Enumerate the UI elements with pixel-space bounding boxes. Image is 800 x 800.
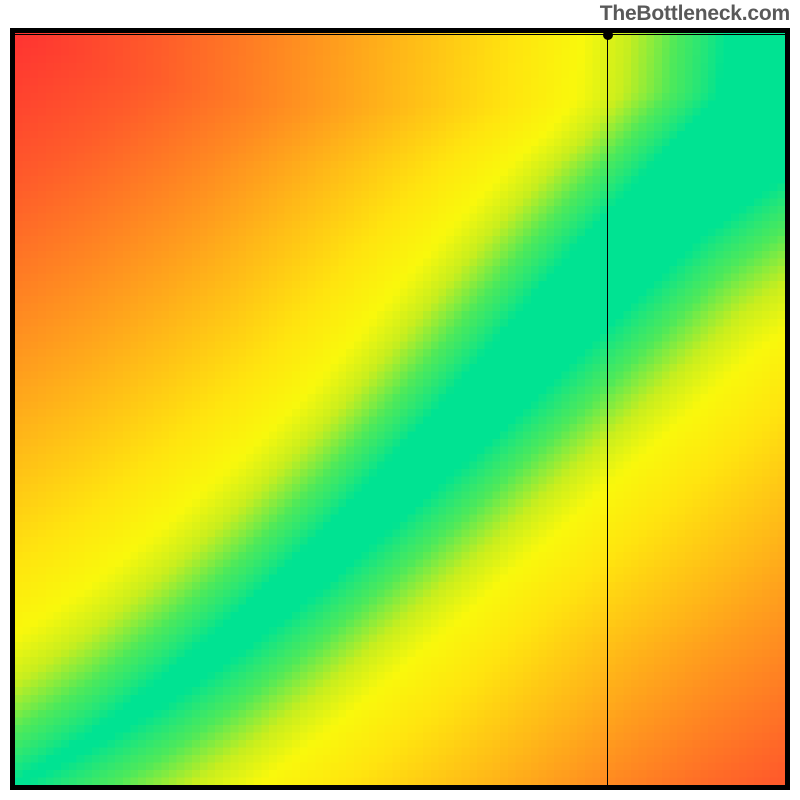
bottleneck-heatmap xyxy=(15,33,785,785)
watermark-text: TheBottleneck.com xyxy=(600,2,790,26)
crosshair-horizontal xyxy=(15,34,785,35)
selection-marker-dot xyxy=(603,30,613,40)
crosshair-vertical xyxy=(607,33,608,785)
chart-container: TheBottleneck.com xyxy=(0,0,800,800)
